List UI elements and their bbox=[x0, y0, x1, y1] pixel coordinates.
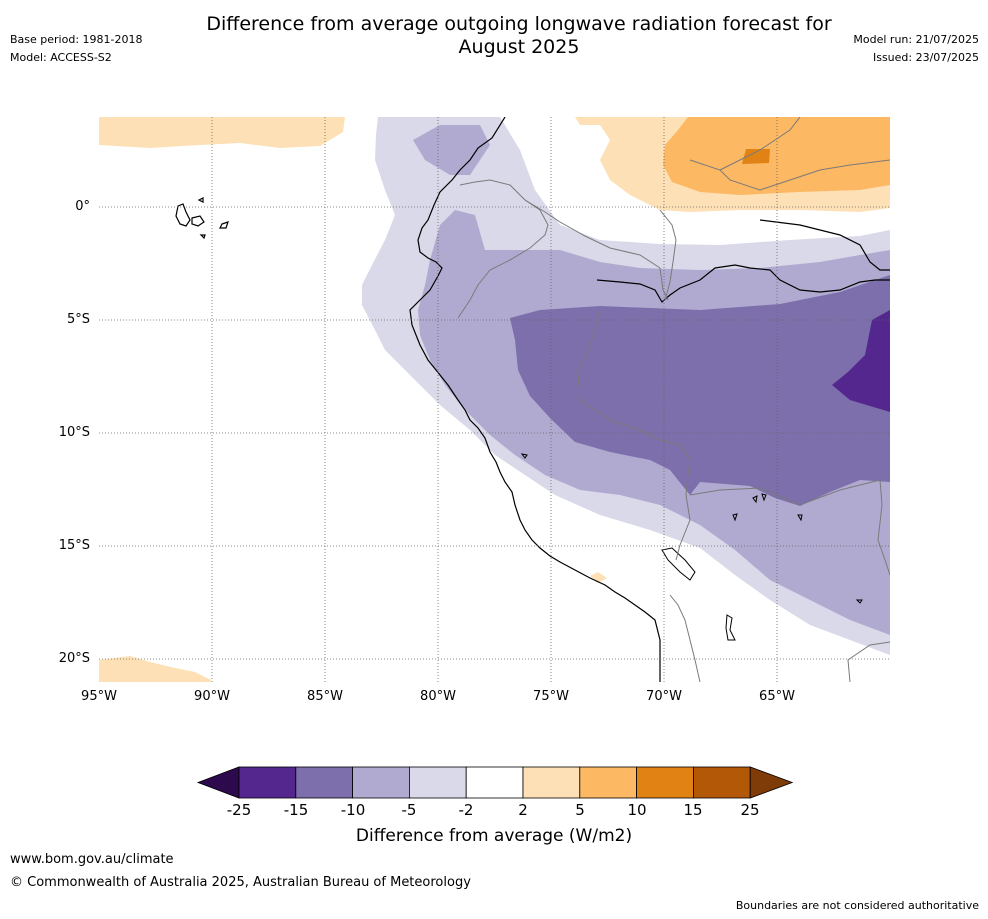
anomaly-region-minus10-minus15 bbox=[510, 275, 890, 506]
colorbar-swatch bbox=[579, 766, 637, 799]
colorbar-tick: 25 bbox=[740, 801, 760, 819]
colorbar-tick: 2 bbox=[518, 801, 528, 819]
colorbar-swatch bbox=[465, 766, 524, 799]
colorbar-swatch bbox=[238, 766, 297, 799]
footer-url[interactable]: www.bom.gov.au/climate bbox=[10, 852, 174, 867]
base-period: Base period: 1981-2018 bbox=[10, 33, 143, 46]
chart-title: Difference from average outgoing longwav… bbox=[0, 13, 988, 59]
lon-label-85w: 85°W bbox=[307, 689, 343, 704]
colorbar-swatch bbox=[693, 766, 751, 799]
lon-label-70w: 70°W bbox=[646, 689, 682, 704]
lon-label-75w: 75°W bbox=[533, 689, 569, 704]
colorbar-tick: 10 bbox=[627, 801, 647, 819]
gridlines bbox=[99, 117, 890, 682]
colorbar-tick: -10 bbox=[340, 801, 366, 819]
galapagos-islands bbox=[175, 197, 229, 240]
anomaly-region-2-5-southwest bbox=[99, 656, 211, 682]
lon-label-65w: 65°W bbox=[759, 689, 795, 704]
colorbar bbox=[196, 766, 794, 799]
model-run: Model run: 21/07/2025 bbox=[853, 33, 979, 46]
model-name: Model: ACCESS-S2 bbox=[10, 51, 112, 64]
colorbar-extend-low bbox=[196, 766, 240, 799]
lat-label-5s: 5°S bbox=[66, 312, 90, 327]
issued-date: Issued: 23/07/2025 bbox=[872, 51, 979, 64]
coastline-amazon bbox=[759, 219, 890, 271]
colorbar-swatch bbox=[295, 766, 353, 799]
lat-label-10s: 10°S bbox=[58, 425, 90, 440]
coastline-caribbean bbox=[596, 264, 890, 303]
lon-label-80w: 80°W bbox=[420, 689, 456, 704]
colorbar-swatch bbox=[522, 766, 581, 799]
lat-label-0: 0° bbox=[75, 199, 90, 214]
colorbar-swatch bbox=[636, 766, 694, 799]
title-line-1: Difference from average outgoing longwav… bbox=[206, 13, 832, 35]
anomaly-region-minus5-minus10-north bbox=[413, 125, 490, 175]
colorbar-tick: 5 bbox=[575, 801, 585, 819]
anomaly-region-2-5-coast bbox=[590, 572, 607, 583]
colorbar-title: Difference from average (W/m2) bbox=[355, 826, 633, 846]
meta-right: Model run: 21/07/2025 Issued: 23/07/2025 bbox=[853, 31, 979, 67]
colorbar-swatch bbox=[352, 766, 410, 799]
anomaly-region-2-5-north bbox=[99, 117, 345, 148]
colorbar-tick: -5 bbox=[401, 801, 417, 819]
anomaly-region-5-10 bbox=[663, 117, 890, 195]
map-plot-area bbox=[99, 117, 890, 682]
colorbar-tick: -25 bbox=[226, 801, 252, 819]
anomaly-region-10-15 bbox=[742, 149, 770, 164]
colorbar-swatch bbox=[408, 766, 467, 799]
colorbar-tick: -2 bbox=[458, 801, 474, 819]
footer-copyright: © Commonwealth of Australia 2025, Austra… bbox=[10, 875, 471, 890]
lakes bbox=[520, 453, 863, 641]
anomaly-region-minus15-minus25 bbox=[832, 310, 890, 412]
colorbar-tick: -15 bbox=[283, 801, 309, 819]
lat-label-20s: 20°S bbox=[58, 651, 90, 666]
colorbar-tick: 15 bbox=[683, 801, 703, 819]
lat-label-15s: 15°S bbox=[58, 538, 90, 553]
lon-label-95w: 95°W bbox=[81, 689, 117, 704]
colorbar-extend-high bbox=[749, 766, 794, 799]
footer-disclaimer: Boundaries are not considered authoritat… bbox=[735, 899, 979, 912]
coastline bbox=[409, 117, 661, 682]
lon-label-90w: 90°W bbox=[194, 689, 230, 704]
meta-left: Base period: 1981-2018 Model: ACCESS-S2 bbox=[10, 31, 142, 67]
country-borders bbox=[457, 117, 890, 682]
title-line-2: August 2025 bbox=[458, 36, 580, 58]
